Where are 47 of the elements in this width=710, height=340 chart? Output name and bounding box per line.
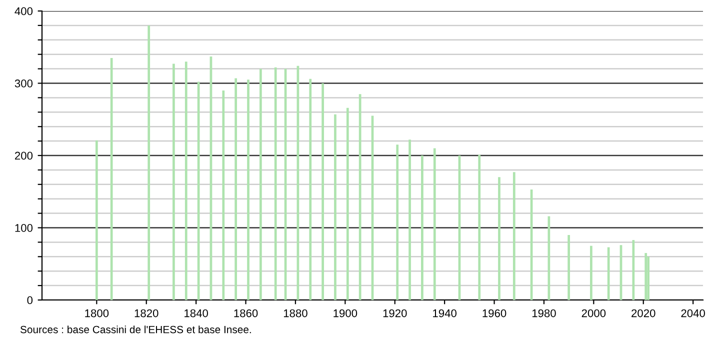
bar xyxy=(358,94,362,300)
x-tick-label: 1800 xyxy=(85,309,109,318)
bar xyxy=(590,246,592,300)
bar xyxy=(498,177,500,300)
bar xyxy=(607,247,610,300)
bar xyxy=(247,80,250,300)
bar xyxy=(647,256,650,300)
bar xyxy=(433,148,436,300)
x-tick-label: 1920 xyxy=(383,309,407,318)
x-tick-label: 1960 xyxy=(482,309,506,318)
bar xyxy=(396,144,399,300)
x-tick-label: 1940 xyxy=(433,309,456,318)
x-tick-label: 2000 xyxy=(582,309,606,318)
x-tick-label: 2020 xyxy=(632,309,656,318)
bar xyxy=(322,83,324,300)
x-tick-label: 2040 xyxy=(681,309,705,318)
y-tick-label: 0 xyxy=(27,296,33,304)
bar xyxy=(421,156,424,300)
bar xyxy=(259,68,262,300)
x-tick-label: 1840 xyxy=(184,309,208,318)
bar xyxy=(632,240,635,300)
bar xyxy=(172,64,175,300)
bar xyxy=(184,62,188,300)
bar xyxy=(512,172,516,300)
bar xyxy=(222,90,225,300)
y-tick-label: 400 xyxy=(14,7,33,16)
bar xyxy=(408,140,411,300)
y-tick-label: 100 xyxy=(15,224,33,232)
bar xyxy=(478,154,481,300)
x-tick-label: 1860 xyxy=(234,309,258,318)
x-tick-label: 1980 xyxy=(532,309,556,318)
bar xyxy=(309,78,312,300)
x-tick-label: 1820 xyxy=(134,309,158,318)
bar xyxy=(274,67,277,300)
bar xyxy=(568,234,570,300)
bar xyxy=(148,25,150,300)
x-tick-label: 1900 xyxy=(334,309,358,318)
bar xyxy=(110,58,113,300)
bar xyxy=(234,78,238,300)
y-tick-label: 300 xyxy=(14,80,33,88)
bar xyxy=(334,114,336,300)
y-tick-label: 200 xyxy=(14,152,33,160)
bar xyxy=(95,140,98,300)
bar xyxy=(346,108,349,300)
x-tick-label: 1880 xyxy=(284,309,308,318)
bar xyxy=(644,253,648,300)
source-note: Sources : base Cassini de l'EHESS et base Insee. xyxy=(20,326,251,334)
